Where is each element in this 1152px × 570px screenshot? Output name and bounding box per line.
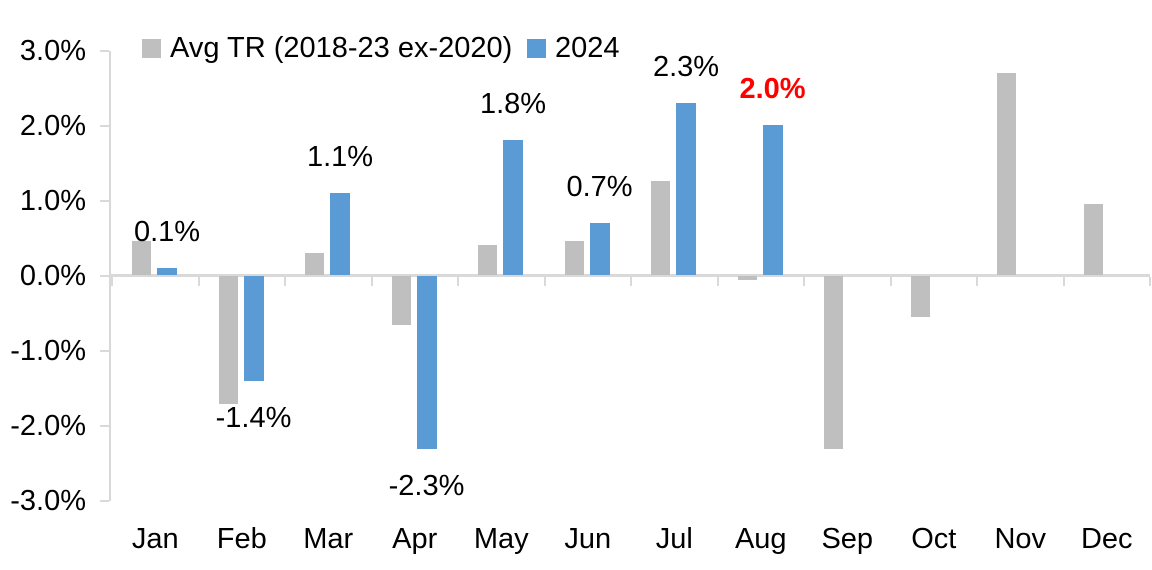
y-tick-label-2.0%: 2.0% <box>19 110 86 142</box>
y-tick-mark <box>100 425 109 427</box>
month-label-feb: Feb <box>216 523 267 555</box>
bar-2024-jun <box>589 222 610 275</box>
x-tick-mark <box>543 277 546 286</box>
legend-label-2024: 2024 <box>555 32 620 64</box>
y-tick-mark <box>100 500 109 502</box>
y-tick-label-0.0%: 0.0% <box>19 260 86 292</box>
month-label-jun: Jun <box>564 523 612 555</box>
legend-label-avg-tr: Avg TR (2018-23 ex-2020) <box>170 32 513 64</box>
bar-avg-tr-aug <box>737 276 757 280</box>
data-label-may: 1.8% <box>479 88 547 120</box>
y-tick-mark <box>100 50 109 52</box>
y-tick-label--3.0%: -3.0% <box>10 485 86 517</box>
x-tick-mark <box>457 277 459 286</box>
data-label-jan: 0.1% <box>133 215 201 248</box>
x-tick-mark <box>370 277 373 286</box>
x-tick-mark <box>716 277 719 286</box>
y-tick-label-1.0%: 1.0% <box>19 185 86 217</box>
x-tick-mark <box>197 277 200 286</box>
y-tick-label-3.0%: 3.0% <box>19 35 86 67</box>
x-tick-mark <box>1149 277 1151 286</box>
bar-avg-tr-may <box>478 245 497 275</box>
data-label-apr: -2.3% <box>388 469 465 502</box>
data-label-aug: 2.0% <box>739 73 806 105</box>
legend-swatch-avg-tr <box>142 38 161 58</box>
bar-2024-may <box>503 140 523 275</box>
month-label-sep: Sep <box>821 523 874 555</box>
data-label-mar: 1.1% <box>306 140 374 173</box>
x-tick-mark <box>630 277 632 286</box>
y-tick-mark <box>100 350 109 352</box>
month-label-mar: Mar <box>303 523 354 555</box>
data-label-jul: 2.3% <box>652 50 720 83</box>
x-tick-mark <box>803 277 805 286</box>
x-tick-mark <box>284 277 286 286</box>
bar-avg-tr-apr <box>391 276 411 325</box>
data-label-jun: 0.7% <box>566 170 633 203</box>
bar-avg-tr-jun <box>564 241 584 275</box>
month-label-dec: Dec <box>1080 523 1133 555</box>
y-tick-label--2.0%: -2.0% <box>10 410 86 442</box>
month-label-jan: Jan <box>131 523 179 555</box>
bar-2024-aug <box>762 125 783 275</box>
bar-avg-tr-mar <box>305 252 324 275</box>
bar-2024-jan <box>157 267 177 275</box>
data-label-feb: -1.4% <box>215 402 292 434</box>
y-tick-mark <box>100 275 109 277</box>
bar-2024-feb <box>243 276 264 381</box>
x-tick-mark <box>889 277 892 286</box>
bar-2024-apr <box>416 276 437 449</box>
x-tick-mark <box>976 277 978 286</box>
legend-item-2024: 2024 <box>527 32 620 64</box>
bar-avg-tr-oct <box>910 276 930 318</box>
month-label-jul: Jul <box>655 523 693 555</box>
x-tick-mark <box>1062 277 1065 286</box>
legend-item-avg-tr: Avg TR (2018-23 ex-2020) <box>142 32 512 64</box>
bar-2024-jul <box>676 102 696 275</box>
bar-avg-tr-jul <box>651 181 670 275</box>
x-tick-mark <box>111 277 113 286</box>
bar-avg-tr-feb <box>218 276 238 404</box>
bar-avg-tr-nov <box>997 72 1016 275</box>
y-tick-mark <box>100 200 109 202</box>
legend-swatch-2024 <box>527 38 546 58</box>
bar-avg-tr-sep <box>824 276 843 449</box>
month-label-may: May <box>473 523 529 555</box>
month-label-aug: Aug <box>734 523 787 555</box>
x-axis-line <box>109 274 1150 277</box>
month-label-nov: Nov <box>994 523 1047 555</box>
month-label-apr: Apr <box>392 523 438 555</box>
bar-avg-tr-dec <box>1083 203 1103 275</box>
bar-avg-tr-jan <box>132 241 151 275</box>
bar-2024-mar <box>330 192 350 275</box>
month-label-oct: Oct <box>911 523 957 555</box>
y-tick-mark <box>100 125 109 127</box>
y-tick-label--1.0%: -1.0% <box>10 335 86 367</box>
